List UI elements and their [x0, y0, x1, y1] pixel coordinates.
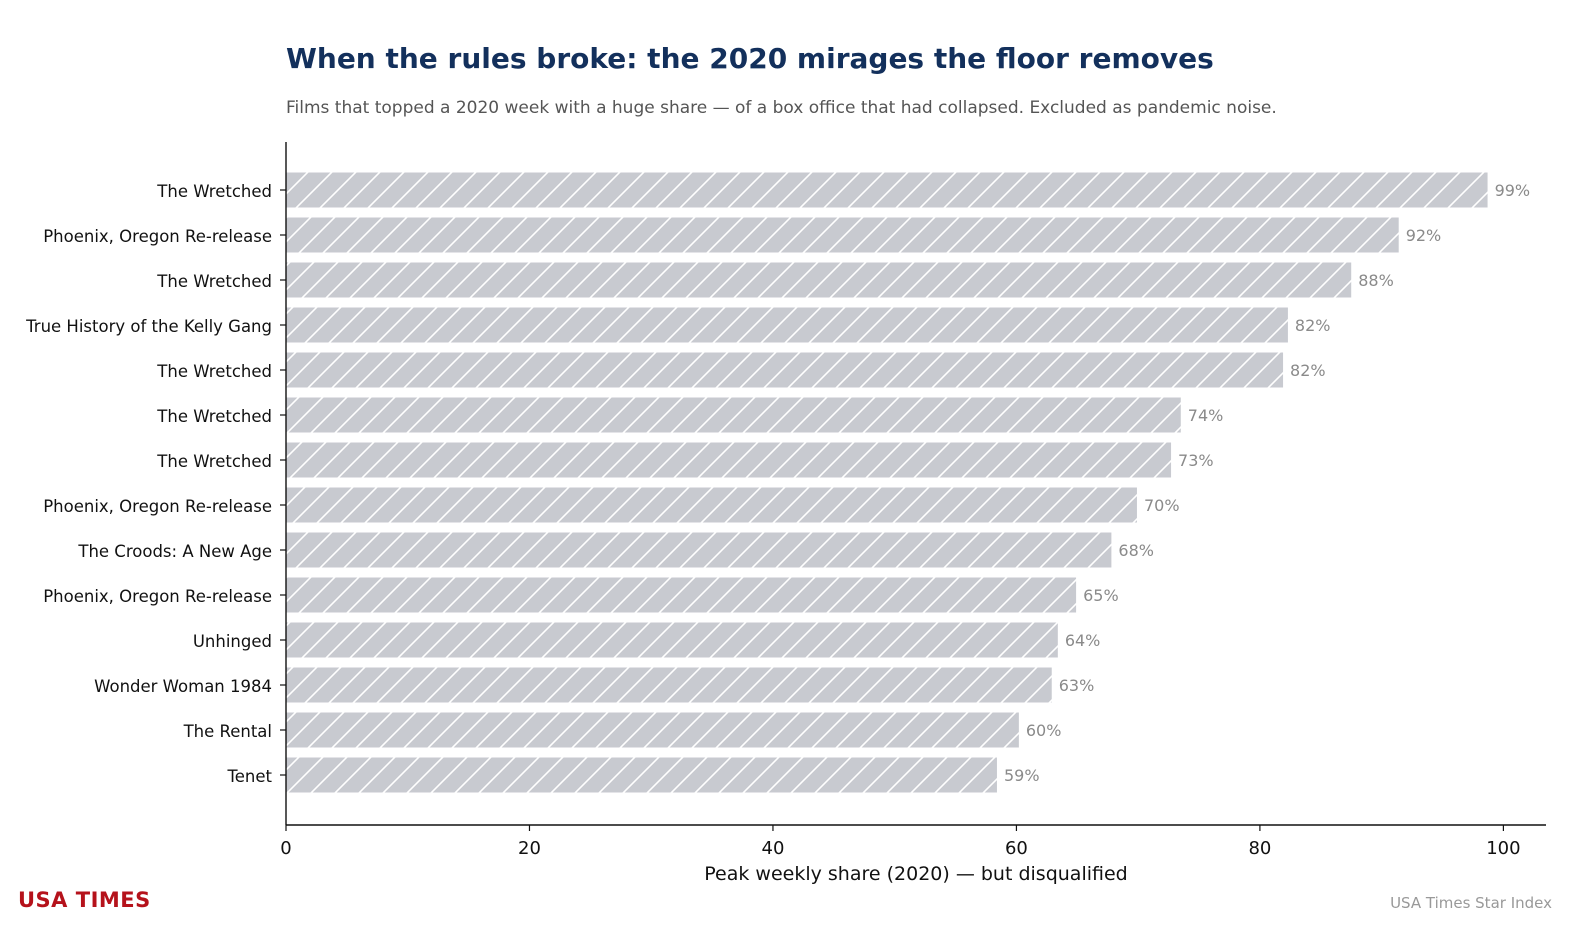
category-label: Phoenix, Oregon Re-release — [43, 497, 272, 516]
category-label: Tenet — [226, 767, 272, 786]
x-tick-label: 40 — [762, 838, 785, 859]
value-label: 59% — [1004, 766, 1040, 785]
brand-logo: USA TIMES — [18, 888, 151, 912]
value-label: 73% — [1178, 451, 1214, 470]
value-label: 64% — [1065, 631, 1101, 650]
value-label: 82% — [1290, 361, 1326, 380]
bar — [286, 307, 1288, 343]
bar — [286, 757, 997, 793]
y-axis: The Wretched Phoenix, Oregon Re-release Th… — [25, 142, 287, 825]
bar — [286, 262, 1352, 298]
bar — [286, 352, 1284, 388]
x-axis-title: Peak weekly share (2020) — but disqualif… — [704, 863, 1127, 885]
x-tick-label: 60 — [1005, 838, 1028, 859]
bar — [286, 217, 1399, 253]
value-label: 92% — [1406, 226, 1442, 245]
category-label: Phoenix, Oregon Re-release — [43, 587, 272, 606]
category-label: The Wretched — [156, 452, 272, 471]
value-label: 88% — [1358, 271, 1394, 290]
category-label: The Wretched — [156, 272, 272, 291]
category-label: The Wretched — [156, 182, 272, 201]
bar — [286, 442, 1172, 478]
category-label: True History of the Kelly Gang — [25, 317, 272, 336]
source-note: USA Times Star Index — [1390, 894, 1552, 912]
bar — [286, 397, 1181, 433]
category-label: The Croods: A New Age — [77, 542, 272, 561]
bars-group — [286, 172, 1488, 793]
value-label: 82% — [1295, 316, 1331, 335]
x-tick-label: 80 — [1248, 838, 1271, 859]
bar — [286, 577, 1077, 613]
category-label: Phoenix, Oregon Re-release — [43, 227, 272, 246]
x-axis: 0 20 40 60 80 100 — [280, 824, 1546, 859]
value-label: 63% — [1059, 676, 1095, 695]
category-label: The Wretched — [156, 407, 272, 426]
value-label: 74% — [1188, 406, 1224, 425]
value-label: 99% — [1495, 181, 1531, 200]
chart-subtitle: Films that topped a 2020 week with a hug… — [286, 98, 1277, 118]
category-label: Unhinged — [193, 632, 272, 651]
category-label: The Wretched — [156, 362, 272, 381]
bar — [286, 712, 1019, 748]
bar — [286, 532, 1112, 568]
bar — [286, 172, 1488, 208]
value-label: 60% — [1026, 721, 1062, 740]
bar — [286, 667, 1052, 703]
chart-title: When the rules broke: the 2020 mirages t… — [286, 42, 1214, 75]
x-tick-label: 0 — [280, 838, 291, 859]
value-labels-group: 99% 92% 88% 82% 82% 74% 73% 70% 68% 65% 64% 63% 60% 5… — [1004, 181, 1530, 785]
category-label: The Rental — [183, 722, 272, 741]
value-label: 68% — [1118, 541, 1154, 560]
bar — [286, 622, 1058, 658]
category-label: Wonder Woman 1984 — [94, 677, 272, 696]
value-label: 70% — [1144, 496, 1180, 515]
x-tick-label: 20 — [518, 838, 541, 859]
value-label: 65% — [1083, 586, 1119, 605]
x-tick-label: 100 — [1486, 838, 1520, 859]
bar — [286, 487, 1137, 523]
